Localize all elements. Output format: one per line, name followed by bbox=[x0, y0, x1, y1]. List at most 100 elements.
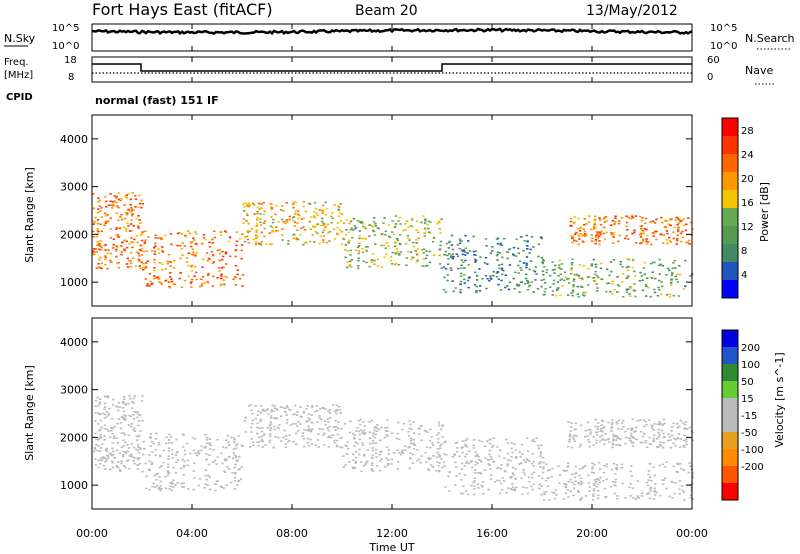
heatmap-cell bbox=[612, 438, 615, 441]
heatmap-cell bbox=[257, 202, 261, 205]
heatmap-cell bbox=[597, 494, 600, 497]
heatmap-cell bbox=[124, 403, 127, 405]
heatmap-cell bbox=[616, 427, 620, 430]
heatmap-cell bbox=[170, 448, 174, 451]
heatmap-cell bbox=[206, 259, 209, 262]
heatmap-cell bbox=[542, 466, 545, 468]
heatmap-cell bbox=[232, 452, 235, 454]
heatmap-cell bbox=[622, 425, 625, 428]
heatmap-cell bbox=[498, 449, 502, 451]
heatmap-cell bbox=[603, 238, 607, 241]
heatmap-cell bbox=[233, 488, 236, 490]
heatmap-cell bbox=[643, 227, 647, 230]
heatmap-cell bbox=[109, 217, 113, 220]
heatmap-cell bbox=[100, 437, 103, 439]
heatmap-cell bbox=[154, 242, 157, 245]
heatmap-cell bbox=[213, 459, 217, 462]
heatmap-cell bbox=[428, 458, 431, 461]
heatmap-cell bbox=[385, 253, 388, 255]
heatmap-cell bbox=[496, 271, 499, 273]
heatmap-cell bbox=[439, 240, 443, 243]
heatmap-cell bbox=[148, 285, 151, 287]
heatmap-cell bbox=[307, 413, 311, 415]
heatmap-cell bbox=[658, 273, 661, 275]
heatmap-cell bbox=[321, 428, 324, 431]
heatmap-cell bbox=[94, 400, 98, 402]
heatmap-cell bbox=[671, 497, 674, 499]
heatmap-cell bbox=[458, 242, 462, 245]
heatmap-cell bbox=[634, 426, 638, 429]
heatmap-cell bbox=[120, 432, 123, 434]
heatmap-cell bbox=[136, 458, 140, 461]
heatmap-cell bbox=[153, 246, 156, 249]
heatmap-cell bbox=[633, 275, 637, 277]
heatmap-cell bbox=[95, 444, 98, 446]
heatmap-cell bbox=[570, 263, 574, 266]
heatmap-cell bbox=[370, 259, 373, 261]
heatmap-cell bbox=[366, 246, 369, 248]
heatmap-cell bbox=[641, 219, 644, 222]
heatmap-cell bbox=[629, 217, 632, 220]
heatmap-cell bbox=[419, 461, 422, 464]
heatmap-cell bbox=[376, 265, 379, 267]
colorbar-tick-label: 12 bbox=[741, 222, 754, 233]
heatmap-cell bbox=[194, 437, 197, 440]
heatmap-cell bbox=[572, 278, 576, 281]
heatmap-cell bbox=[157, 442, 160, 444]
heatmap-cell bbox=[279, 209, 283, 211]
heatmap-cell bbox=[661, 423, 664, 426]
heatmap-cell bbox=[118, 227, 121, 230]
heatmap-cell bbox=[348, 239, 351, 242]
heatmap-cell bbox=[358, 242, 361, 245]
heatmap-cell bbox=[197, 452, 201, 455]
heatmap-cell bbox=[531, 453, 534, 455]
heatmap-cell bbox=[415, 229, 418, 231]
heatmap-cell bbox=[118, 452, 122, 454]
time-axis-label: Time UT bbox=[368, 541, 414, 554]
heatmap-cell bbox=[198, 285, 202, 288]
heatmap-cell bbox=[129, 262, 133, 265]
heatmap-cell bbox=[170, 243, 173, 246]
heatmap-cell bbox=[118, 406, 121, 408]
heatmap-cell bbox=[308, 220, 312, 223]
heatmap-cell bbox=[260, 241, 264, 243]
heatmap-cell bbox=[234, 255, 237, 258]
heatmap-cell bbox=[263, 227, 266, 230]
heatmap-cell bbox=[137, 252, 140, 255]
heatmap-cell bbox=[476, 453, 479, 456]
heatmap-cell bbox=[137, 435, 140, 438]
heatmap-cell bbox=[591, 499, 595, 501]
heatmap-cell bbox=[123, 239, 126, 242]
heatmap-cell bbox=[515, 457, 518, 459]
heatmap-cell bbox=[244, 202, 247, 204]
heatmap-cell bbox=[485, 245, 488, 247]
heatmap-cell bbox=[170, 453, 174, 455]
heatmap-cell bbox=[220, 273, 223, 276]
heatmap-cell bbox=[94, 448, 97, 450]
heatmap-cell bbox=[585, 223, 588, 225]
heatmap-cell bbox=[181, 433, 185, 435]
heatmap-cell bbox=[387, 224, 390, 226]
heatmap-cell bbox=[223, 458, 227, 460]
heatmap-cell bbox=[645, 277, 649, 280]
heatmap-cell bbox=[223, 470, 226, 472]
heatmap-cell bbox=[658, 433, 661, 436]
heatmap-cell bbox=[614, 481, 617, 483]
heatmap-cell bbox=[287, 440, 290, 443]
heatmap-cell bbox=[153, 261, 156, 264]
heatmap-cell bbox=[168, 488, 171, 490]
heatmap-cell bbox=[200, 283, 204, 285]
heatmap-cell bbox=[552, 283, 555, 285]
colorbar-segment bbox=[722, 398, 738, 416]
heatmap-cell bbox=[460, 272, 463, 275]
heatmap-cell bbox=[619, 263, 622, 266]
heatmap-cell bbox=[219, 485, 223, 488]
heatmap-cell bbox=[498, 267, 501, 270]
heatmap-cell bbox=[182, 474, 185, 476]
heatmap-cell bbox=[647, 492, 650, 495]
heatmap-cell bbox=[131, 192, 134, 194]
heatmap-cell bbox=[579, 483, 583, 486]
heatmap-cell bbox=[104, 220, 108, 223]
heatmap-cell bbox=[678, 480, 682, 482]
heatmap-cell bbox=[617, 240, 620, 243]
